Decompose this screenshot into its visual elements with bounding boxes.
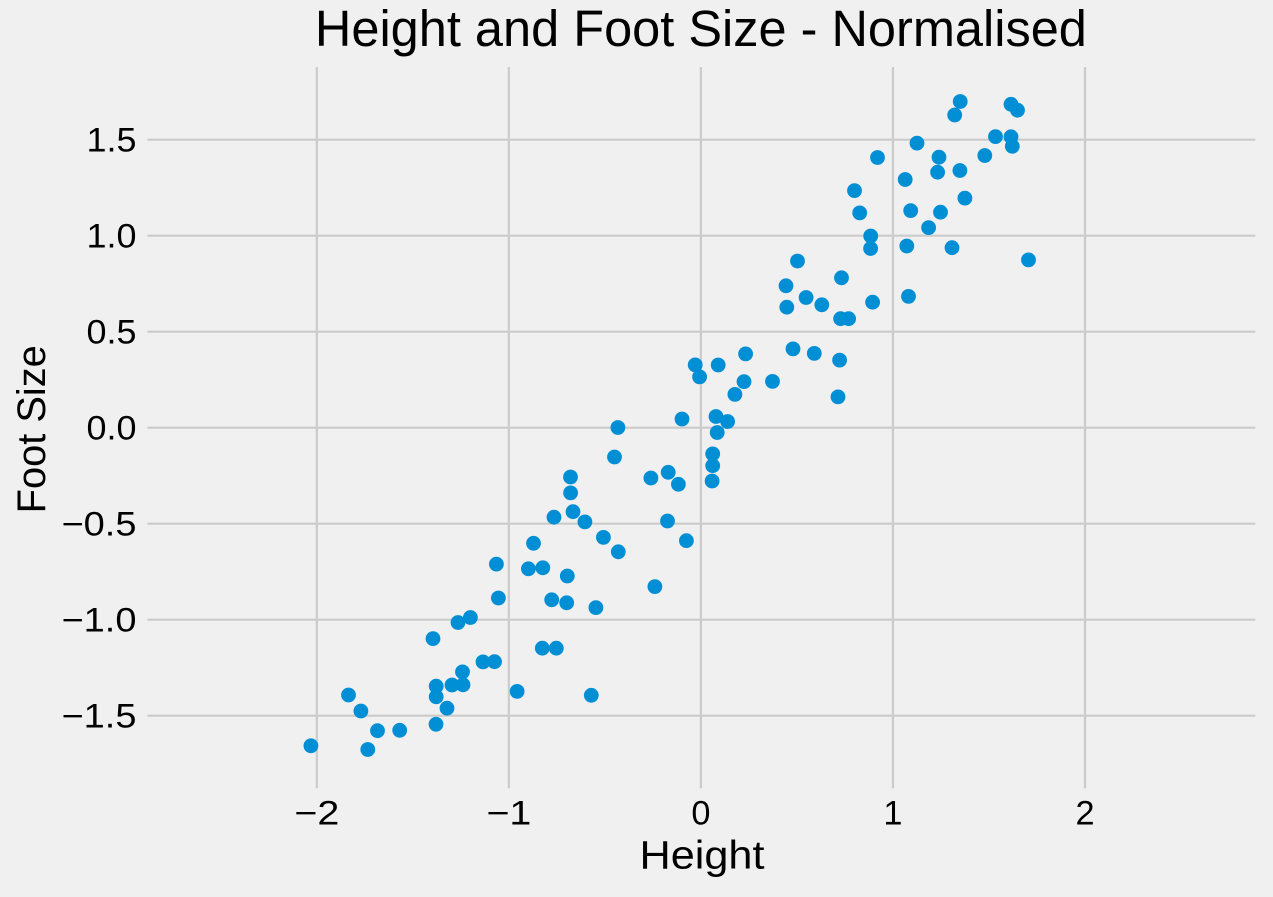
- svg-text:1: 1: [883, 794, 902, 832]
- svg-text:−2: −2: [294, 794, 339, 832]
- svg-text:Height and Foot Size - Normali: Height and Foot Size - Normalised: [315, 0, 1087, 57]
- svg-text:0.0: 0.0: [87, 410, 137, 448]
- svg-text:0: 0: [691, 794, 710, 832]
- svg-text:1.0: 1.0: [87, 218, 137, 256]
- svg-text:−1.5: −1.5: [62, 698, 137, 736]
- svg-text:1.5: 1.5: [87, 122, 137, 160]
- svg-text:−1.0: −1.0: [62, 602, 137, 640]
- svg-text:Foot Size: Foot Size: [10, 345, 54, 513]
- svg-text:Height: Height: [640, 833, 765, 877]
- svg-text:0.5: 0.5: [87, 314, 137, 352]
- svg-text:2: 2: [1075, 794, 1094, 832]
- svg-text:−0.5: −0.5: [62, 506, 137, 544]
- svg-text:−1: −1: [486, 794, 531, 832]
